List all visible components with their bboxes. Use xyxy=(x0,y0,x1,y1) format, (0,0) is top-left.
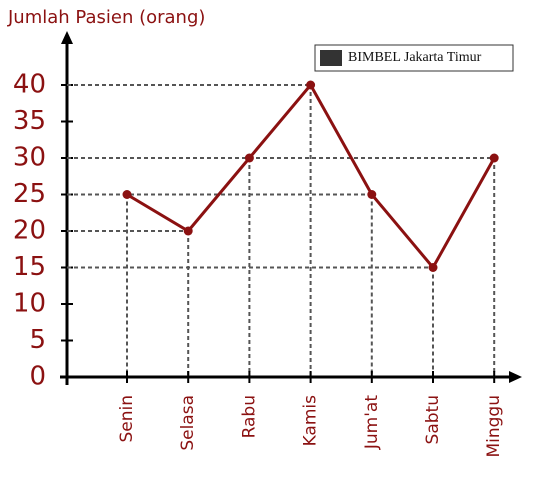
data-point xyxy=(244,153,254,163)
y-arrow xyxy=(61,31,73,44)
x-tick-label: Sabtu xyxy=(423,395,443,444)
data-point xyxy=(122,190,132,199)
y-tick-label: 15 xyxy=(13,252,46,282)
y-tick-label: 5 xyxy=(29,325,46,355)
data-point xyxy=(367,190,377,199)
x-tick-label: Kamis xyxy=(301,395,321,447)
y-tick-label: 30 xyxy=(13,143,46,173)
y-tick-label: 35 xyxy=(13,106,46,136)
data-point xyxy=(489,153,499,163)
y-tick-label: 25 xyxy=(13,179,46,209)
y-tick-label: 40 xyxy=(13,70,46,100)
x-tick-label: Minggu xyxy=(484,395,504,458)
data-point xyxy=(306,80,316,90)
data-point xyxy=(428,263,438,272)
x-arrow xyxy=(509,371,522,383)
data-point xyxy=(183,226,193,236)
x-tick-label: Jum'at xyxy=(362,395,382,450)
x-tick-label: Rabu xyxy=(239,395,259,438)
y-tick-label: 10 xyxy=(13,289,46,319)
x-tick-label: Senin xyxy=(117,395,137,443)
watermark-icon xyxy=(320,50,342,66)
y-tick-label: 20 xyxy=(13,216,46,246)
watermark-box xyxy=(314,44,514,72)
watermark-text: BIMBEL Jakarta Timur xyxy=(348,50,482,65)
y-tick-label: 0 xyxy=(29,362,46,392)
x-tick-label: Selasa xyxy=(178,395,198,451)
y-axis-label: Jumlah Pasien (orang) xyxy=(7,7,205,28)
watermark: BIMBEL Jakarta Timur xyxy=(314,44,514,72)
